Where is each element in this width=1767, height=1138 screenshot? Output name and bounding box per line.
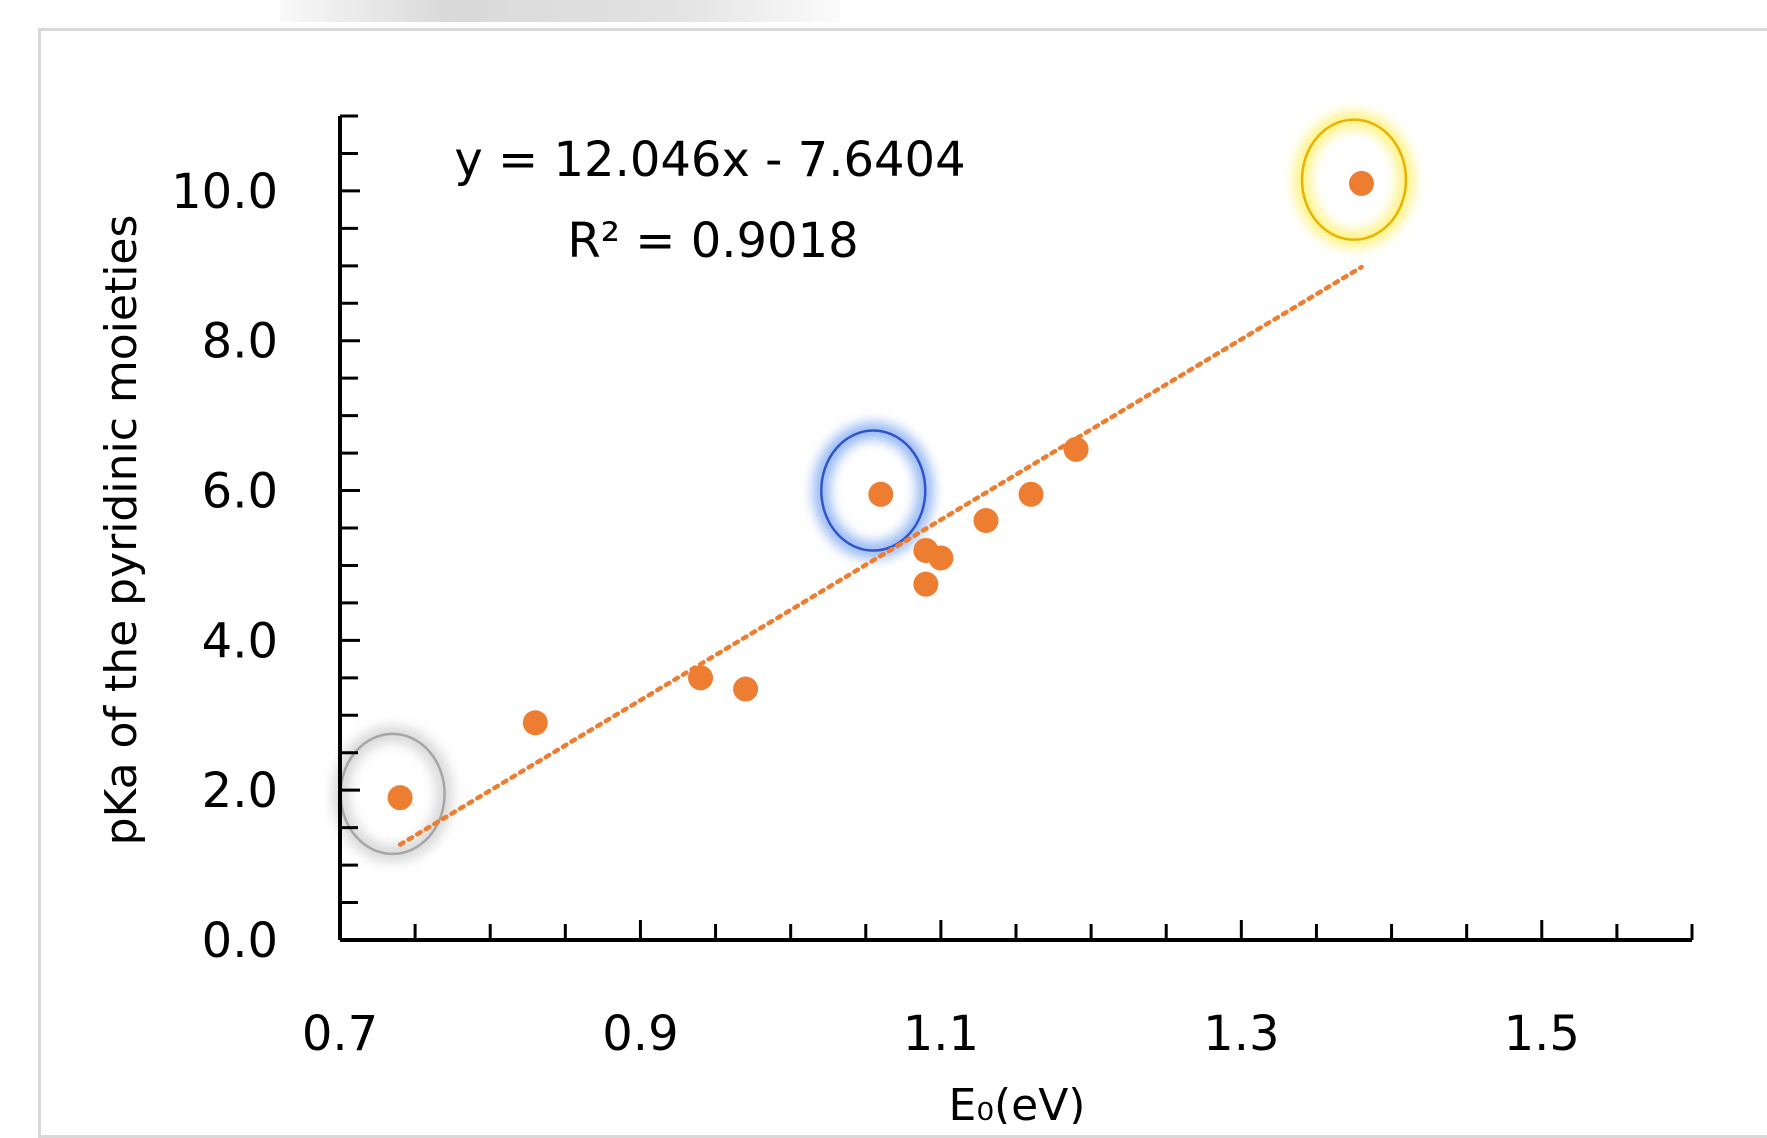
highlight-ring-1 [820,429,927,552]
data-points [387,170,1375,811]
highlight-ring-2 [1300,118,1408,241]
data-point-8 [973,508,999,534]
r-squared-label: R² = 0.9018 [567,213,858,269]
top-blur [280,0,840,22]
y-tick-label: 0.0 [202,913,278,969]
trendline [397,264,1364,847]
data-point-6 [913,571,939,597]
data-point-2 [688,665,714,691]
data-point-11 [1349,170,1375,196]
trendline-layer [397,264,1364,847]
y-tick-label: 10.0 [171,164,278,220]
data-point-10 [1063,436,1089,462]
x-tick-label: 0.7 [302,1006,378,1062]
data-point-7 [928,545,954,571]
data-point-0 [387,785,413,811]
data-point-1 [522,710,548,736]
x-tick-label: 1.5 [1504,1006,1580,1062]
x-tick-label: 1.1 [903,1006,979,1062]
y-tick-label: 2.0 [202,763,278,819]
trendline-equation: y = 12.046x - 7.6404 [454,132,965,188]
x-axis-title: E₀(eV) [949,1080,1086,1124]
y-tick-label: 4.0 [202,613,278,669]
data-point-9 [1018,481,1044,507]
data-point-4 [868,481,894,507]
data-point-3 [733,676,759,702]
axes [338,114,1694,942]
tick-labels: 0.0 2.0 4.0 6.0 8.0 10.0 0.7 0.9 1.1 1.3 1.5 [171,164,1580,1062]
y-axis-title: pKa of the pyridinic moieties [96,215,147,846]
highlight-rings [332,111,1414,862]
x-tick-label: 1.3 [1203,1006,1279,1062]
y-tick-label: 8.0 [202,314,278,370]
x-tick-label: 0.9 [602,1006,678,1062]
y-tick-label: 6.0 [202,464,278,520]
